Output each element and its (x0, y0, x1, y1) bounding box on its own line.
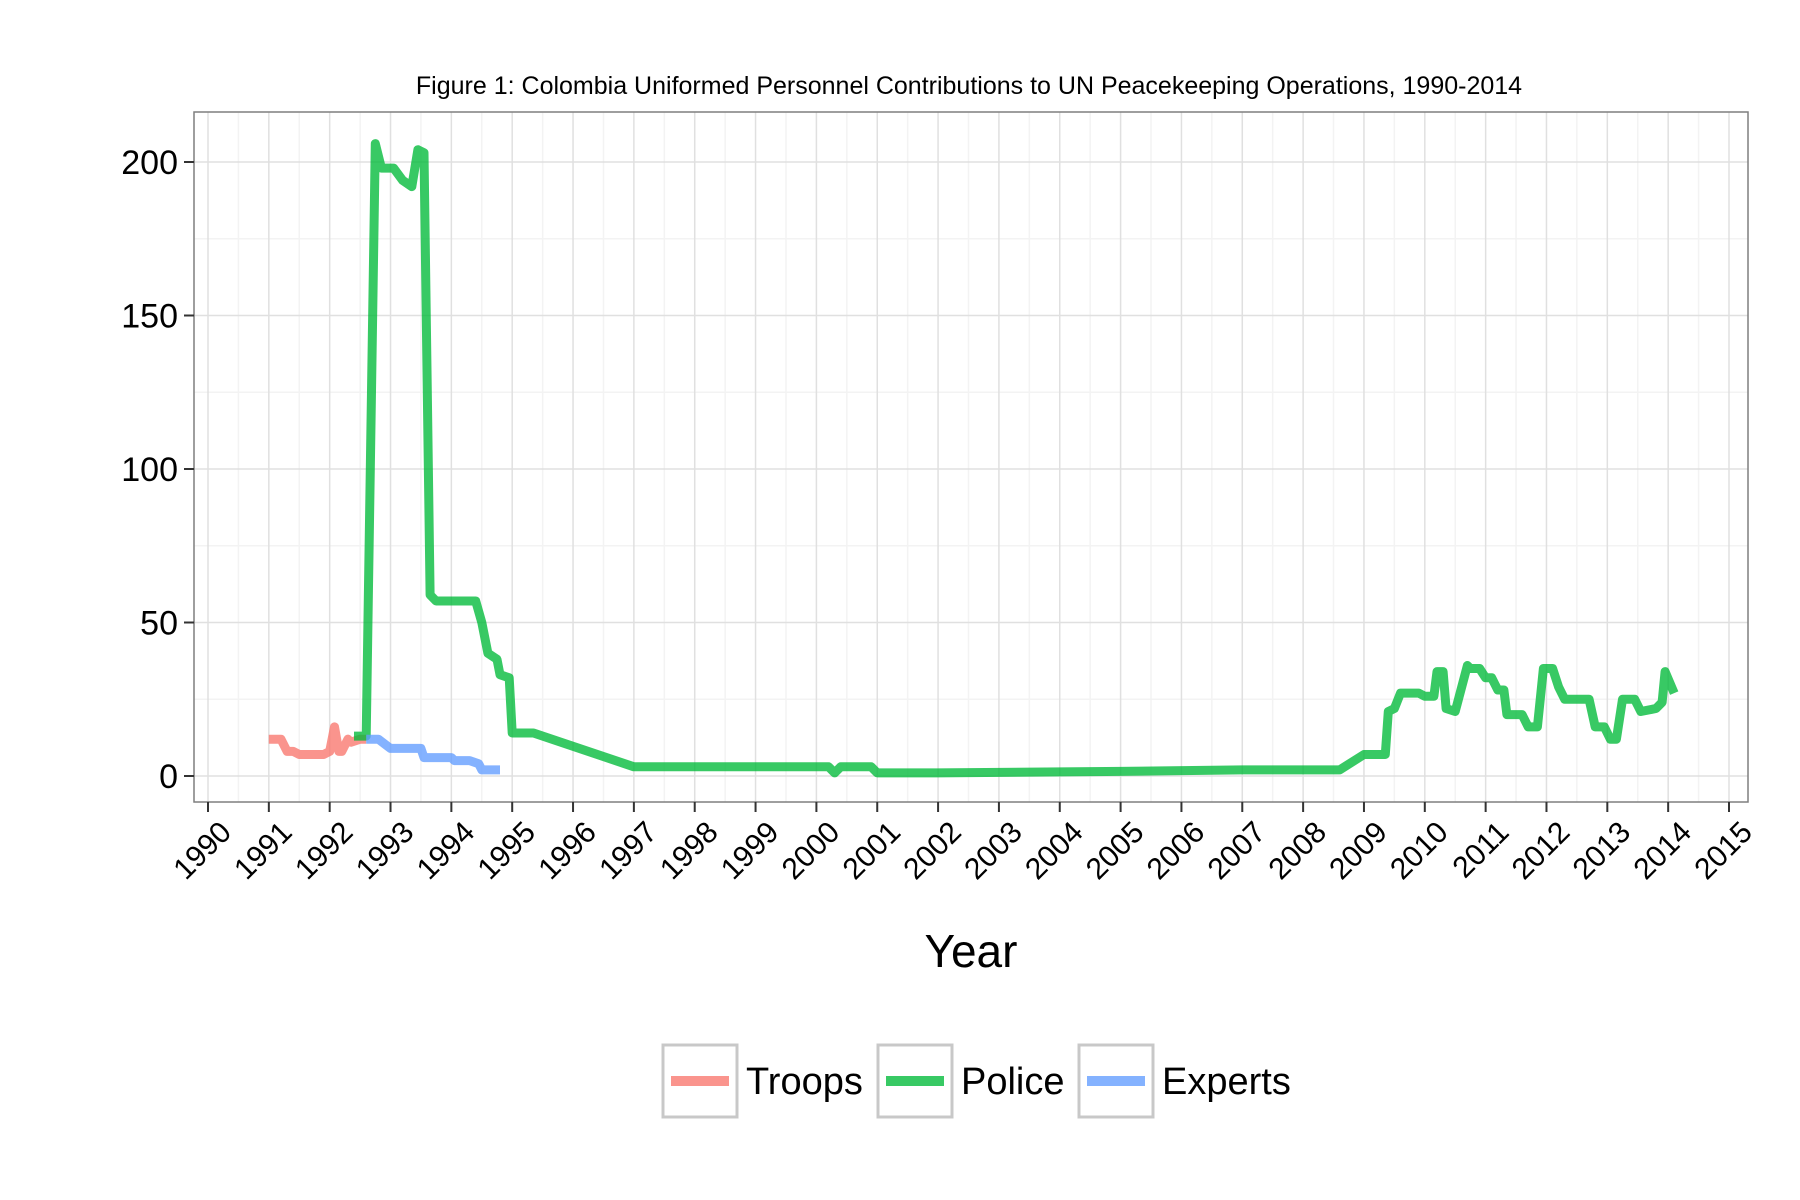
x-tick-label: 2011 (1447, 816, 1516, 885)
x-tick-label: 2009 (1323, 816, 1394, 887)
y-tick-label: 0 (159, 758, 178, 796)
chart-title: Figure 1: Colombia Uniformed Personnel C… (416, 72, 1522, 100)
legend: Troops Police Experts (661, 1043, 1291, 1119)
x-tick-label: 1997 (593, 816, 664, 887)
legend-item-troops: Troops (661, 1043, 863, 1119)
plot-border (193, 111, 1749, 803)
x-tick-label: 1998 (654, 816, 725, 887)
x-tick-label: 1996 (532, 816, 603, 887)
y-tick-label: 150 (121, 298, 178, 336)
grid-minor (194, 112, 1748, 802)
grid-major (194, 112, 1748, 802)
y-tick-label: 100 (121, 451, 178, 489)
x-tick-label: 2000 (776, 816, 847, 887)
x-tick-label: 2013 (1567, 816, 1638, 887)
x-tick-label: 1993 (350, 816, 421, 887)
x-tick-label: 2014 (1627, 816, 1698, 887)
x-axis: 1990199119921993199419951996199719981999… (167, 802, 1759, 886)
plot-background (194, 112, 1748, 802)
x-tick-label: 2015 (1688, 816, 1759, 887)
x-tick-label: 1994 (411, 816, 482, 887)
x-tick-label: 2010 (1384, 816, 1455, 887)
y-axis: 0 50 100 150 200 (121, 144, 194, 796)
legend-label: Experts (1162, 1061, 1291, 1103)
legend-label: Troops (746, 1061, 863, 1103)
x-tick-label: 1999 (715, 816, 786, 887)
x-tick-label: 1992 (289, 816, 360, 887)
series-line-troops (268, 722, 367, 759)
legend-label: Police (961, 1061, 1065, 1103)
y-tick-label: 50 (140, 605, 178, 643)
x-tick-label: 2005 (1080, 816, 1151, 887)
y-tick-label: 200 (121, 144, 178, 182)
x-tick-label: 2006 (1141, 816, 1212, 887)
x-tick-label: 2003 (958, 816, 1029, 887)
x-tick-label: 1990 (167, 816, 238, 887)
x-tick-label: 2001 (837, 816, 908, 887)
x-tick-label: 1991 (228, 816, 299, 887)
x-tick-label: 1995 (472, 816, 543, 887)
x-axis-label: Year (925, 925, 1018, 977)
series-lines (268, 139, 1679, 778)
x-tick-label: 2004 (1019, 816, 1090, 887)
x-tick-label: 2008 (1262, 816, 1333, 887)
legend-item-police: Police (876, 1043, 1065, 1119)
series-line-experts (366, 734, 500, 775)
legend-item-experts: Experts (1077, 1043, 1291, 1119)
x-tick-label: 2007 (1202, 816, 1273, 887)
x-tick-label: 2002 (897, 816, 968, 887)
series-line-police (354, 139, 1679, 778)
x-tick-label: 2012 (1506, 816, 1577, 887)
